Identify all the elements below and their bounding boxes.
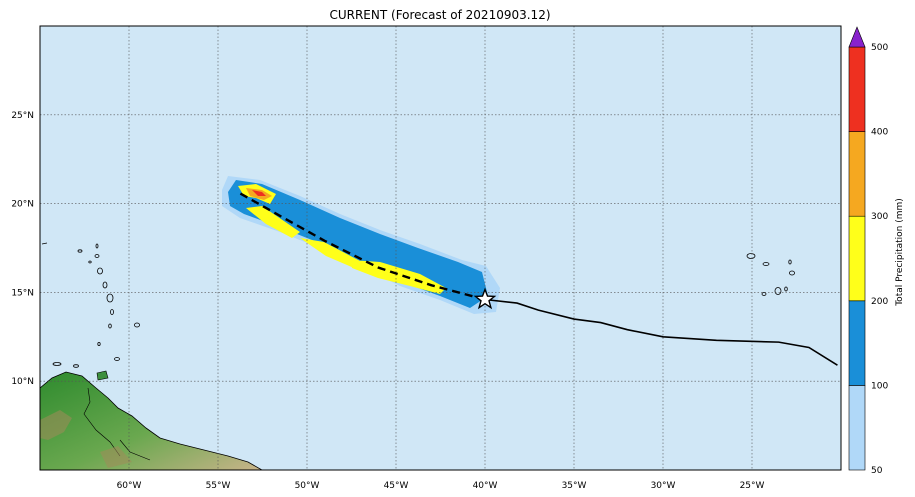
lon-tick-label: 30°W <box>651 481 676 491</box>
lon-tick-label: 50°W <box>295 481 320 491</box>
colorbar-tick-label: 300 <box>871 212 888 222</box>
precipitation-swath <box>222 176 500 314</box>
precipitation-colorbar: 50 100 200 300 400 500 <box>848 26 888 476</box>
trinidad-island <box>96 370 109 381</box>
colorbar-extend-arrow-icon <box>848 26 866 48</box>
longitude-tick-labels: 60°W 55°W 50°W 45°W 40°W 35°W 30°W 25°W <box>117 481 765 491</box>
precip-200mm-area <box>238 184 446 294</box>
latitude-tick-labels: 10°N 15°N 20°N 25°N <box>11 111 34 387</box>
lat-tick-label: 15°N <box>11 288 34 298</box>
grid-lines <box>40 26 841 470</box>
colorbar-tick-label: 400 <box>871 128 888 138</box>
colorbar-tick-label: 100 <box>871 381 888 391</box>
colorbar-segment <box>848 385 866 471</box>
lat-tick-label: 20°N <box>11 200 34 210</box>
ocean-background <box>40 26 841 470</box>
mountain-shade <box>40 410 132 468</box>
lon-tick-label: 60°W <box>117 481 142 491</box>
precip-400mm-area <box>252 190 266 196</box>
colorbar-tick-label: 500 <box>871 43 888 53</box>
map-frame <box>39 25 842 471</box>
lesser-antilles-islands <box>41 242 140 368</box>
south-america-land <box>40 371 263 470</box>
lat-tick-label: 25°N <box>11 111 34 121</box>
land-border <box>83 387 151 461</box>
colorbar-segment <box>848 300 866 386</box>
cape-verde-islands <box>746 253 795 296</box>
map-title: CURRENT (Forecast of 20210903.12) <box>329 8 551 22</box>
colorbar-tick-label: 50 <box>871 466 883 476</box>
colorbar-segment <box>848 46 866 132</box>
colorbar-segment <box>848 215 866 302</box>
colorbar-segment <box>848 131 866 217</box>
lon-tick-label: 35°W <box>562 481 587 491</box>
lon-tick-label: 25°W <box>740 481 765 491</box>
forecast-track-line <box>238 191 486 301</box>
lon-tick-label: 55°W <box>206 481 231 491</box>
lon-tick-label: 40°W <box>473 481 498 491</box>
lon-tick-label: 45°W <box>384 481 409 491</box>
colorbar-label: Total Precipitation (mm) <box>895 198 905 307</box>
colorbar-tick-label: 200 <box>871 297 888 307</box>
past-track-line <box>484 298 838 366</box>
current-position-star-icon <box>473 287 497 310</box>
lat-tick-label: 10°N <box>11 377 34 387</box>
